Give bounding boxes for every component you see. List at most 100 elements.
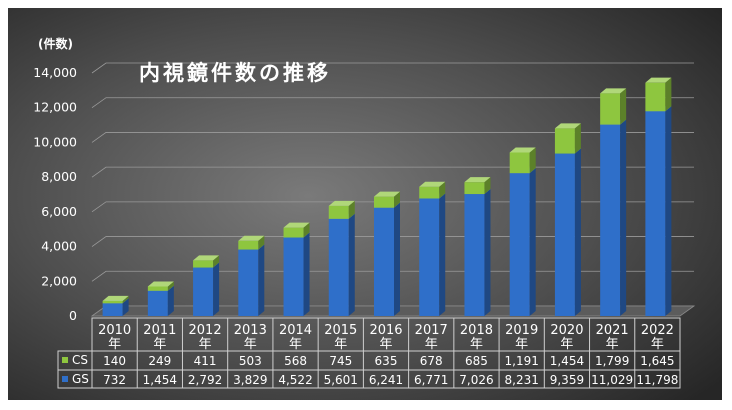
data-cell-cs: 635 [375, 354, 398, 368]
bar-cs-front [238, 240, 259, 250]
bar-gs-side [167, 285, 174, 316]
category-label-suffix: 年 [244, 337, 257, 352]
bar-gs-front [193, 267, 214, 316]
data-cell-gs: 1,454 [143, 373, 177, 387]
category-label-suffix: 年 [560, 337, 573, 352]
data-cell-cs: 140 [103, 354, 126, 368]
data-cell-cs: 1,799 [595, 354, 629, 368]
bar-gs-front [464, 194, 485, 316]
category-label: 2014 [279, 323, 312, 338]
bar-cs-top [102, 295, 129, 301]
category-label: 2016 [369, 323, 402, 338]
bar-cs-front [374, 196, 394, 208]
gridline [91, 201, 694, 213]
bar-cs-top [554, 123, 581, 129]
bar-cs-side [620, 88, 627, 125]
bar-gs-front [554, 153, 575, 316]
data-cell-gs: 11,798 [636, 373, 678, 387]
bar-gs-side [213, 262, 220, 316]
data-cell-gs: 6,241 [369, 373, 403, 387]
bar-cs-side [122, 295, 129, 304]
legend-label-cs: CS [72, 353, 88, 367]
bar-gs-side [620, 119, 627, 316]
legend-swatch-gs [62, 376, 68, 382]
bar-gs-side [394, 202, 400, 316]
category-label: 2018 [460, 323, 493, 338]
data-cell-cs: 685 [465, 354, 488, 368]
bar-cs-side [529, 147, 536, 174]
bar-cs-side [665, 77, 672, 112]
bar-cs-side [213, 255, 220, 268]
bar-gs-side [574, 148, 581, 316]
category-label: 2010 [98, 323, 131, 338]
category-label-suffix: 年 [334, 337, 347, 352]
y-tick-label: 0 [69, 308, 77, 323]
bar-cs-front [645, 82, 666, 112]
bar-gs-side [122, 298, 129, 316]
bar-gs-front [102, 303, 123, 316]
bar-cs-top [374, 191, 400, 197]
bar-gs-front [645, 111, 666, 316]
data-cell-cs: 1,191 [505, 354, 539, 368]
data-cell-cs: 1,645 [640, 354, 674, 368]
bar-cs-top [509, 147, 536, 153]
data-cell-cs: 568 [284, 354, 307, 368]
legend-label-gs: GS [72, 372, 89, 386]
data-cell-cs: 503 [239, 354, 262, 368]
bar-cs-side [303, 222, 310, 238]
bar-cs-front [147, 286, 168, 291]
gridline [91, 132, 694, 143]
y-tick-label: 2,000 [41, 273, 77, 288]
bar-gs-side [529, 168, 536, 316]
category-label-suffix: 年 [515, 337, 528, 352]
bar-cs-top [283, 222, 310, 228]
bar-gs-side [303, 232, 310, 316]
data-cell-gs: 9,359 [550, 373, 584, 387]
bar-gs-front [147, 290, 168, 316]
category-label: 2013 [234, 323, 267, 338]
bar-cs-front [193, 260, 214, 268]
bar-gs-front [509, 173, 530, 316]
category-label: 2012 [189, 323, 222, 338]
category-label: 2020 [550, 323, 583, 338]
legend-swatch-cs [62, 357, 68, 363]
bar-cs-side [484, 177, 491, 195]
data-cell-gs: 11,029 [591, 373, 633, 387]
bar-gs-front [374, 207, 394, 316]
data-cell-cs: 678 [420, 354, 443, 368]
data-cell-cs: 745 [329, 354, 352, 368]
data-cell-cs: 249 [148, 354, 171, 368]
bar-cs-top [238, 235, 265, 241]
bar-cs-top [419, 181, 446, 187]
bar-cs-top [464, 177, 491, 183]
bar-cs-side [439, 181, 446, 199]
bar-cs-top [193, 255, 220, 261]
gridline [91, 97, 694, 109]
bar-cs-side [258, 235, 265, 250]
data-cell-gs: 732 [103, 373, 126, 387]
category-label-suffix: 年 [651, 337, 664, 352]
chart-title: 内視鏡件数の推移 [139, 61, 331, 85]
bar-gs-front [328, 218, 349, 316]
bar-cs-front [328, 205, 349, 219]
category-label-suffix: 年 [606, 337, 619, 352]
bar-cs-side [574, 123, 581, 154]
bar-gs-side [348, 213, 355, 316]
y-tick-label: 8,000 [41, 169, 77, 184]
bar-cs-side [348, 200, 355, 219]
data-cell-gs: 8,231 [505, 373, 539, 387]
bar-gs-front [283, 237, 304, 316]
bar-cs-top [147, 281, 174, 287]
category-label-suffix: 年 [470, 337, 483, 352]
gridline [91, 236, 694, 247]
category-label: 2017 [415, 323, 448, 338]
category-label-suffix: 年 [199, 337, 212, 352]
bar-gs-side [258, 244, 265, 316]
category-label: 2019 [505, 323, 538, 338]
category-label-suffix: 年 [379, 337, 392, 352]
bar-cs-side [394, 191, 400, 208]
data-cell-cs: 411 [194, 354, 217, 368]
bar-gs-front [600, 124, 621, 316]
y-tick-label: 6,000 [41, 204, 77, 219]
